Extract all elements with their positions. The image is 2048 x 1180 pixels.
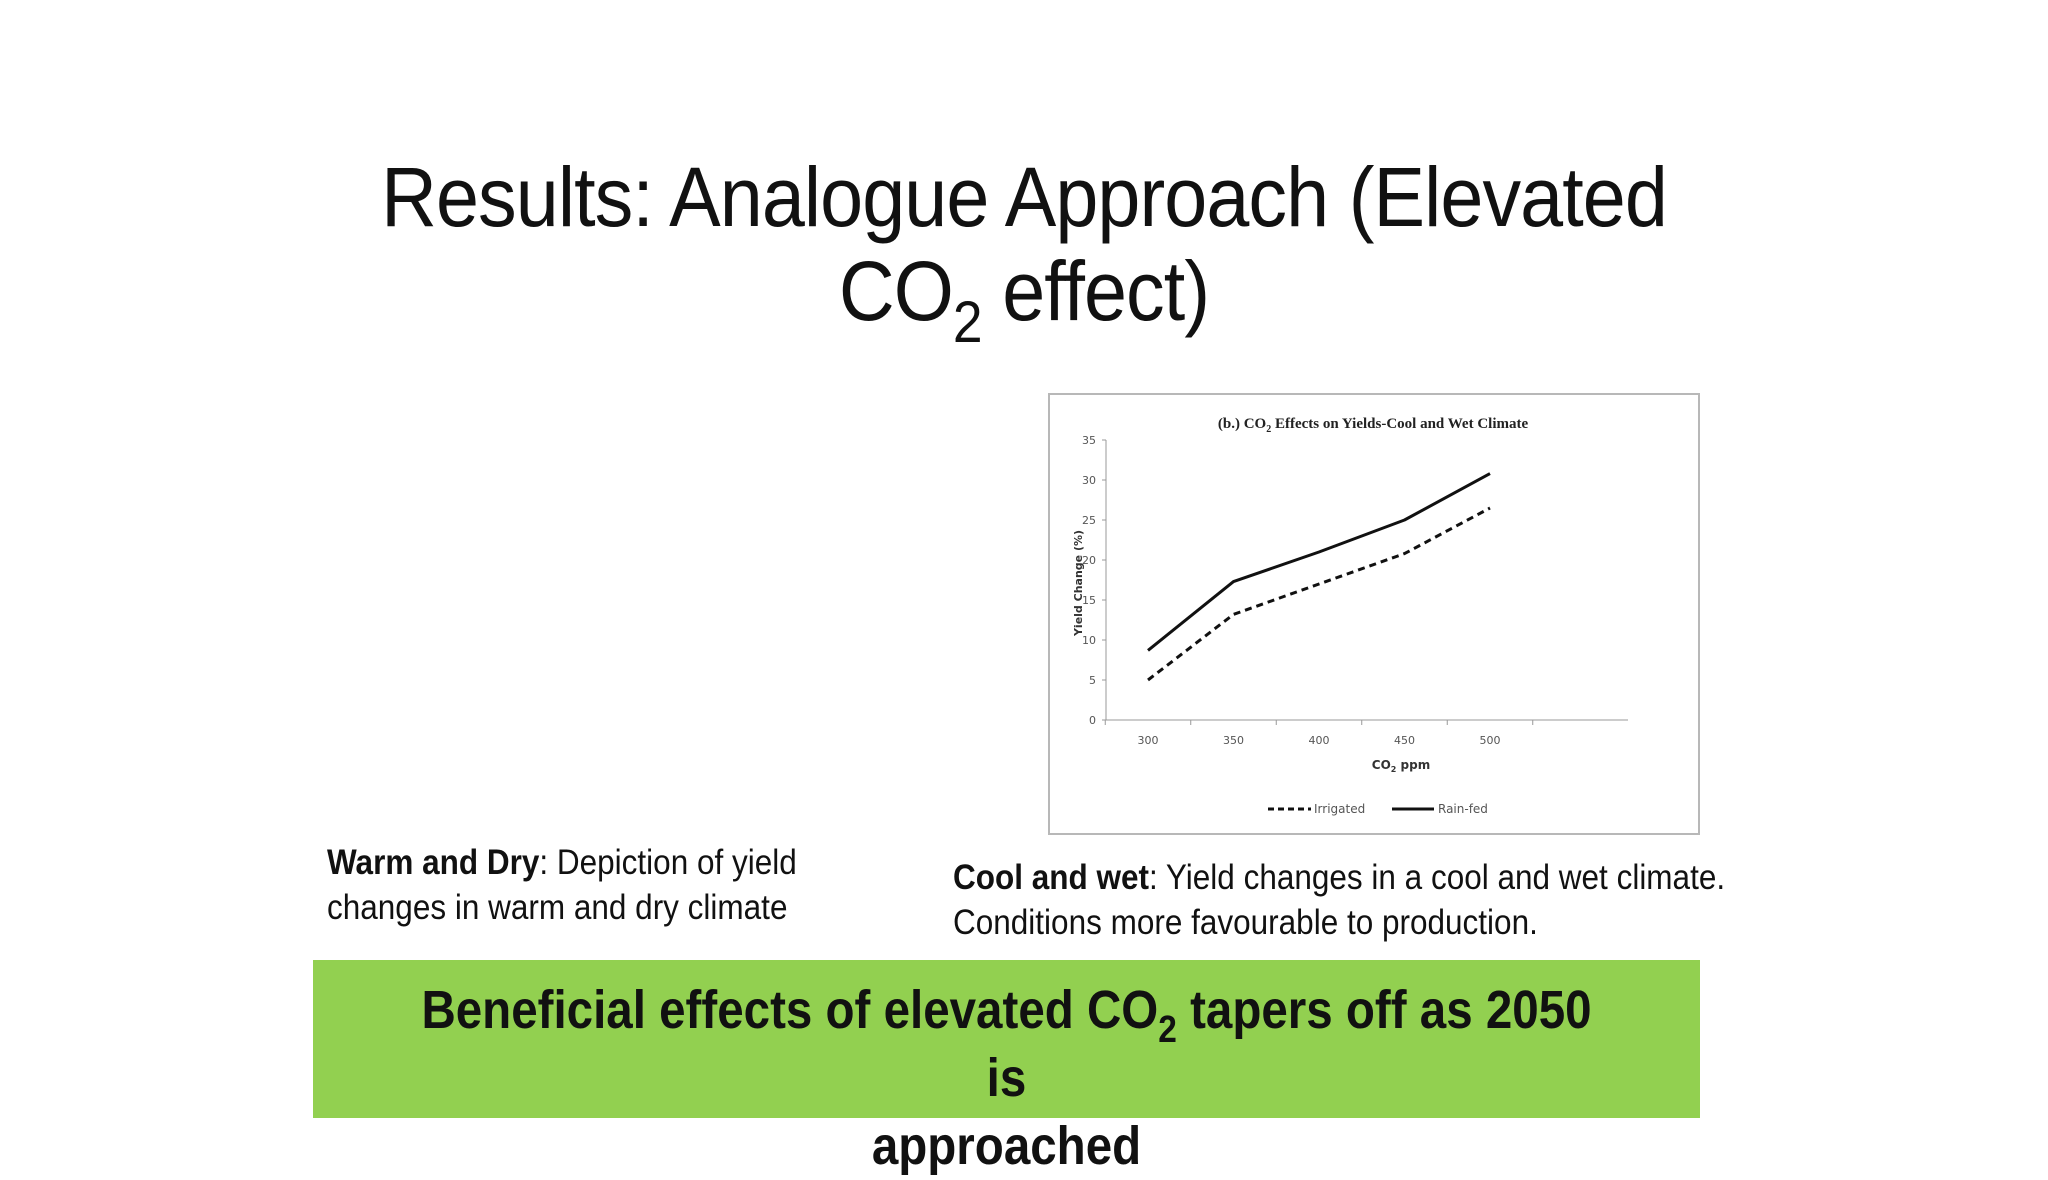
chart-axes: 0 5 10 15 20 25 30 35 300 350 400 450 500 — [1082, 434, 1628, 747]
caption-cool-wet-line-2: Conditions more favourable to production… — [953, 903, 1538, 942]
conclusion-line-1: Beneficial effects of elevated CO2 taper… — [396, 976, 1617, 1112]
caption-cool-wet: Cool and wet: Yield changes in a cool an… — [953, 855, 1725, 945]
x-axis-label-post: ppm — [1396, 758, 1430, 772]
legend-label-rain-fed: Rain-fed — [1438, 802, 1488, 816]
caption-cool-wet-text: : Yield changes in a cool and wet climat… — [1149, 858, 1726, 897]
chart-title-pre: (b.) CO — [1218, 416, 1266, 432]
conclusion-banner: Beneficial effects of elevated CO2 taper… — [313, 960, 1700, 1176]
chart-title-sub: 2 — [1266, 424, 1271, 435]
title-co: CO — [838, 244, 954, 338]
conclusion-pre: Beneficial effects of elevated CO — [421, 980, 1159, 1040]
x-tick-label-300: 300 — [1138, 734, 1159, 747]
title-subscript: 2 — [952, 290, 983, 355]
caption-warm-dry-text: : Depiction of yield — [539, 843, 797, 882]
co2-yield-chart: (b.) CO2 Effects on Yields-Cool and Wet … — [1072, 416, 1628, 816]
x-axis-label-pre: CO — [1372, 758, 1391, 772]
y-tick-label-10: 10 — [1082, 634, 1096, 647]
y-tick-label-30: 30 — [1082, 474, 1096, 487]
conclusion-line-2: approached — [871, 1116, 1142, 1176]
y-tick-label-20: 20 — [1082, 554, 1096, 567]
conclusion-text: Beneficial effects of elevated CO2 taper… — [396, 976, 1617, 1180]
x-tick-label-450: 450 — [1394, 734, 1415, 747]
x-tick-label-400: 400 — [1309, 734, 1330, 747]
y-tick-label-25: 25 — [1082, 514, 1096, 527]
caption-cool-wet-line-1: Cool and wet: Yield changes in a cool an… — [953, 855, 1725, 900]
caption-cool-wet-heading: Cool and wet — [953, 858, 1150, 897]
y-axis-label: Yield Change (%) — [1072, 530, 1085, 637]
conclusion-post: tapers off as 2050 is — [986, 980, 1592, 1108]
x-axis-label: CO2 ppm — [1372, 758, 1430, 774]
chart-series — [1147, 472, 1491, 682]
caption-warm-dry-line-2: changes in warm and dry climate — [327, 888, 788, 927]
slide-title: Results: Analogue Approach (Elevated CO2… — [82, 150, 1966, 352]
y-tick-label-15: 15 — [1082, 594, 1096, 607]
title-effect: effect) — [981, 244, 1210, 338]
y-tick-label-35: 35 — [1082, 434, 1096, 447]
chart-legend: Irrigated Rain-fed — [1268, 802, 1488, 816]
legend-label-irrigated: Irrigated — [1314, 802, 1365, 816]
caption-warm-dry: Warm and Dry: Depiction of yield changes… — [327, 840, 797, 930]
chart-title-post: Effects on Yields-Cool and Wet Climate — [1271, 416, 1528, 432]
caption-warm-dry-heading: Warm and Dry — [327, 843, 540, 882]
series-line-rain-fed — [1147, 472, 1491, 652]
chart-title: (b.) CO2 Effects on Yields-Cool and Wet … — [1218, 416, 1529, 435]
y-tick-label-5: 5 — [1089, 674, 1096, 687]
x-tick-label-500: 500 — [1480, 734, 1501, 747]
x-tick-label-350: 350 — [1223, 734, 1244, 747]
caption-warm-dry-line-1: Warm and Dry: Depiction of yield — [327, 840, 797, 885]
x-axis-label-sub: 2 — [1391, 765, 1397, 774]
y-tick-label-0: 0 — [1089, 714, 1096, 727]
conclusion-subscript: 2 — [1158, 1009, 1177, 1051]
chart-container: (b.) CO2 Effects on Yields-Cool and Wet … — [1048, 393, 1700, 835]
title-line-1: Results: Analogue Approach (Elevated — [381, 150, 1668, 244]
series-line-irrigated — [1147, 506, 1491, 682]
title-line-2: CO2 effect) — [82, 244, 1966, 352]
